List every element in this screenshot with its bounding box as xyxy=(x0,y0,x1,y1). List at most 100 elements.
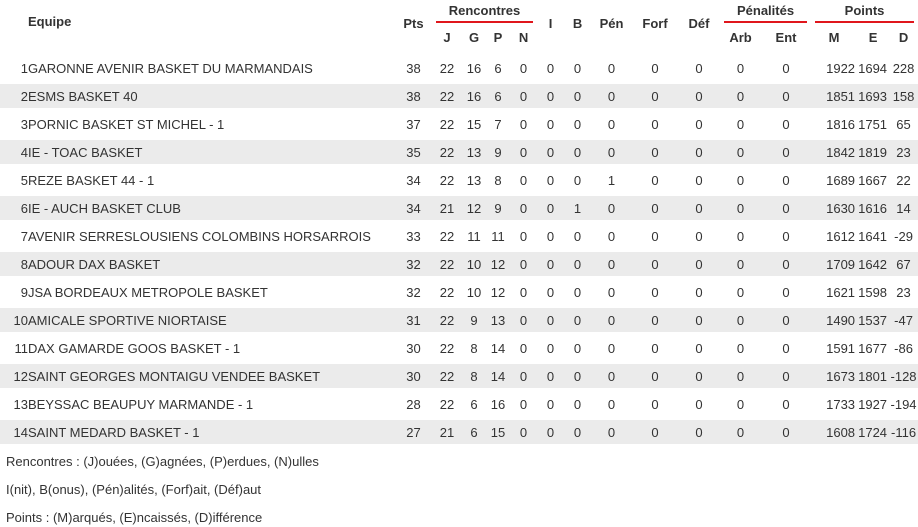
column-header-ent: Ent xyxy=(775,29,797,45)
forfeit-cell: 0 xyxy=(632,250,679,278)
column-header-b: B xyxy=(572,15,583,31)
pts-cell: 33 xyxy=(406,228,421,244)
ent-penalty-cell: 0 xyxy=(782,60,790,76)
pts-cell: 32 xyxy=(395,250,432,278)
bonus-cell: 0 xyxy=(573,228,582,244)
draw-cell: 0 xyxy=(519,396,528,412)
draw-cell: 0 xyxy=(510,418,538,446)
column-header-p: P xyxy=(493,29,503,45)
bonus-cell: 0 xyxy=(573,340,582,356)
arb-penalty-cell: 0 xyxy=(720,194,762,222)
table-header: Equipe Pts Rencontres I B Pén Forf Déf P… xyxy=(0,0,918,54)
table-row: 4 IE - TOAC BASKET 35 22 13 9 0 0 0 0 0 … xyxy=(0,138,918,166)
penalties-cell: 0 xyxy=(591,306,633,334)
points-scored-cell: 1608 xyxy=(811,418,858,446)
arb-penalty-cell: 0 xyxy=(736,228,745,244)
won-cell: 10 xyxy=(466,284,482,300)
bonus-cell: 0 xyxy=(564,250,592,278)
pts-cell: 32 xyxy=(406,284,421,300)
default-cell: 0 xyxy=(695,60,703,76)
points-diff-cell: -128 xyxy=(889,362,918,390)
penalties-cell: 0 xyxy=(591,82,633,110)
draw-cell: 0 xyxy=(510,362,538,390)
forfeit-cell: 0 xyxy=(651,284,659,300)
played-cell: 22 xyxy=(439,396,455,412)
played-cell: 22 xyxy=(432,306,462,334)
draw-cell: 0 xyxy=(510,250,538,278)
team-name-cell: GARONNE AVENIR BASKET DU MARMANDAIS xyxy=(28,60,313,76)
bonus-cell: 0 xyxy=(564,82,592,110)
column-header-m: M xyxy=(828,29,840,45)
draw-cell: 0 xyxy=(510,138,538,166)
init-cell: 0 xyxy=(537,418,565,446)
lost-cell: 15 xyxy=(486,418,510,446)
pts-cell: 38 xyxy=(406,60,421,76)
ent-penalty-cell: 0 xyxy=(782,172,790,188)
ent-penalty-cell: 0 xyxy=(782,396,790,412)
arb-penalty-cell: 0 xyxy=(736,284,745,300)
points-scored-cell: 1922 xyxy=(826,60,856,76)
rank-cell: 14 xyxy=(0,418,28,446)
bonus-cell: 0 xyxy=(564,306,592,334)
legend-line-init-bonus: I(nit), B(onus), (Pén)alités, (Forf)ait,… xyxy=(6,482,262,497)
rank-cell: 10 xyxy=(0,306,28,334)
lost-cell: 14 xyxy=(486,362,510,390)
init-cell: 0 xyxy=(546,60,555,76)
penalties-cell: 0 xyxy=(607,340,616,356)
won-cell: 16 xyxy=(466,60,482,76)
points-conceded-cell: 1642 xyxy=(857,250,890,278)
points-diff-cell: -29 xyxy=(894,228,913,244)
points-conceded-cell: 1927 xyxy=(858,396,888,412)
forfeit-cell: 0 xyxy=(651,228,659,244)
penalties-cell: 0 xyxy=(591,138,633,166)
ent-penalty-cell: 0 xyxy=(761,138,812,166)
init-cell: 0 xyxy=(546,396,555,412)
pts-cell: 28 xyxy=(406,396,421,412)
points-diff-cell: 22 xyxy=(896,172,911,188)
won-cell: 16 xyxy=(462,82,486,110)
arb-penalty-cell: 0 xyxy=(720,82,762,110)
column-header-def: Déf xyxy=(688,15,710,31)
legend-line-rencontres: Rencontres : (J)ouées, (G)agnées, (P)erd… xyxy=(6,454,319,469)
forfeit-cell: 0 xyxy=(651,340,659,356)
arb-penalty-cell: 0 xyxy=(720,418,762,446)
arb-penalty-cell: 0 xyxy=(736,116,745,132)
standings-table: Equipe Pts Rencontres I B Pén Forf Déf P… xyxy=(0,0,918,446)
default-cell: 0 xyxy=(695,228,703,244)
bonus-cell: 0 xyxy=(573,116,582,132)
forfeit-cell: 0 xyxy=(632,306,679,334)
points-diff-cell: -194 xyxy=(890,396,917,412)
arb-penalty-cell: 0 xyxy=(720,306,762,334)
default-cell: 0 xyxy=(695,284,703,300)
init-cell: 0 xyxy=(546,340,555,356)
lost-cell: 7 xyxy=(494,116,502,132)
points-diff-cell: 228 xyxy=(892,60,915,76)
played-cell: 21 xyxy=(432,418,462,446)
pts-cell: 30 xyxy=(406,340,421,356)
init-cell: 0 xyxy=(546,284,555,300)
bonus-cell: 0 xyxy=(573,284,582,300)
penalties-cell: 0 xyxy=(591,418,633,446)
points-diff-cell: 158 xyxy=(889,82,918,110)
rank-cell: 13 xyxy=(13,396,28,412)
points-conceded-cell: 1693 xyxy=(857,82,890,110)
points-diff-cell: -47 xyxy=(889,306,918,334)
pts-cell: 37 xyxy=(406,116,421,132)
team-name-cell: IE - AUCH BASKET CLUB xyxy=(28,194,395,222)
rank-cell: 5 xyxy=(20,172,28,188)
bonus-cell: 0 xyxy=(573,396,582,412)
draw-cell: 0 xyxy=(519,116,528,132)
rank-cell: 2 xyxy=(0,82,28,110)
table-row: 6 IE - AUCH BASKET CLUB 34 21 12 9 0 0 1… xyxy=(0,194,918,222)
table-row: 11 DAX GAMARDE GOOS BASKET - 1 30 22 8 1… xyxy=(0,334,918,362)
points-scored-cell: 1630 xyxy=(811,194,858,222)
draw-cell: 0 xyxy=(519,172,528,188)
group-label-points: Points xyxy=(815,3,915,23)
won-cell: 10 xyxy=(462,250,486,278)
points-scored-cell: 1851 xyxy=(811,82,858,110)
team-name-cell: IE - TOAC BASKET xyxy=(28,138,395,166)
played-cell: 22 xyxy=(432,82,462,110)
points-conceded-cell: 1724 xyxy=(857,418,890,446)
default-cell: 0 xyxy=(678,418,721,446)
bonus-cell: 1 xyxy=(564,194,592,222)
